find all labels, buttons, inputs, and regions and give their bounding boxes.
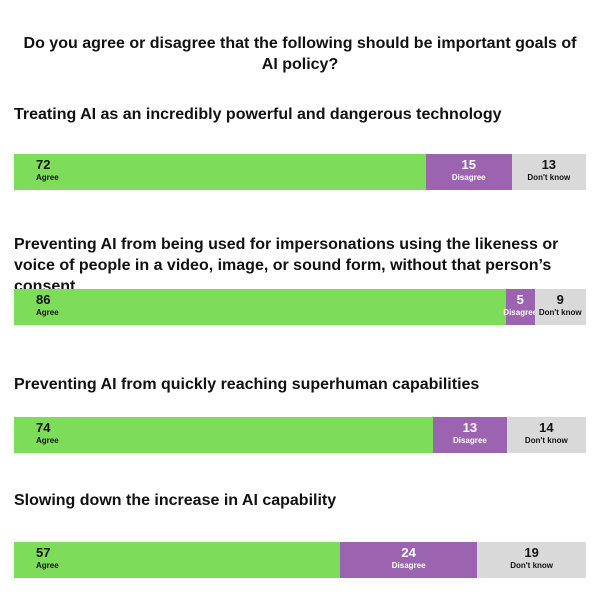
bar-segment-dontknow: 14 Don't know: [506, 417, 586, 453]
stacked-bar-3: 74 Agree 13 Disagree 14 Don't know: [14, 417, 586, 453]
data-label-value: 86: [36, 292, 51, 307]
data-label-value: 72: [36, 157, 51, 172]
data-label-value: 9: [556, 292, 564, 307]
bar-segment-dontknow: 13 Don't know: [511, 154, 586, 190]
data-label-series: Agree: [36, 173, 59, 182]
stacked-bar-4: 57 Agree 24 Disagree 19 Don't know: [14, 542, 586, 578]
bar-segment-disagree: 24 Disagree: [340, 542, 478, 578]
bar-segment-disagree: 15 Disagree: [425, 154, 512, 190]
bar-segment-disagree: 13 Disagree: [433, 417, 507, 453]
data-label-series: Don't know: [538, 308, 582, 317]
data-label-series: Agree: [36, 308, 59, 317]
question-title-1: Treating AI as an incredibly powerful an…: [14, 106, 502, 123]
stacked-bar-1: 72 Agree 15 Disagree 13 Don't know: [14, 154, 586, 190]
question-title-4: Slowing down the increase in AI capabili…: [14, 492, 337, 509]
data-label-series: Disagree: [391, 561, 426, 570]
bar-segment-agree: 74 Agree: [14, 417, 434, 453]
data-label-value: 5: [516, 292, 524, 307]
data-label-value: 19: [524, 545, 539, 560]
chart-title: Do you agree or disagree that the follow…: [23, 35, 577, 73]
bar-segment-dontknow: 19 Don't know: [477, 542, 586, 578]
data-label-series: Disagree: [451, 173, 486, 182]
stacked-bar-2: 86 Agree 5 Disagree 9 Don't know: [14, 289, 586, 325]
data-label-series: Don't know: [510, 561, 554, 570]
data-label-series: Disagree: [503, 308, 538, 317]
data-label-value: 15: [461, 157, 476, 172]
data-label-value: 74: [36, 420, 51, 435]
data-label-value: 13: [541, 157, 557, 172]
data-label-series: Agree: [36, 561, 59, 570]
data-label-series: Agree: [36, 436, 59, 445]
data-label-value: 13: [462, 420, 478, 435]
bar-segment-agree: 57 Agree: [14, 542, 341, 578]
data-label-series: Don't know: [527, 173, 571, 182]
data-label-value: 24: [401, 545, 416, 560]
bar-segment-agree: 86 Agree: [14, 289, 506, 325]
question-title-3: Preventing AI from quickly reaching supe…: [14, 376, 480, 393]
bar-segment-agree: 72 Agree: [14, 154, 426, 190]
question-title-2: Preventing AI from being used for impers…: [14, 236, 559, 295]
data-label-value: 14: [539, 420, 554, 435]
data-label-series: Don't know: [524, 436, 568, 445]
bar-segment-disagree: 5 Disagree: [503, 289, 538, 325]
data-label-series: Disagree: [452, 436, 487, 445]
data-label-value: 57: [36, 545, 51, 560]
bar-segment-dontknow: 9 Don't know: [534, 289, 586, 325]
